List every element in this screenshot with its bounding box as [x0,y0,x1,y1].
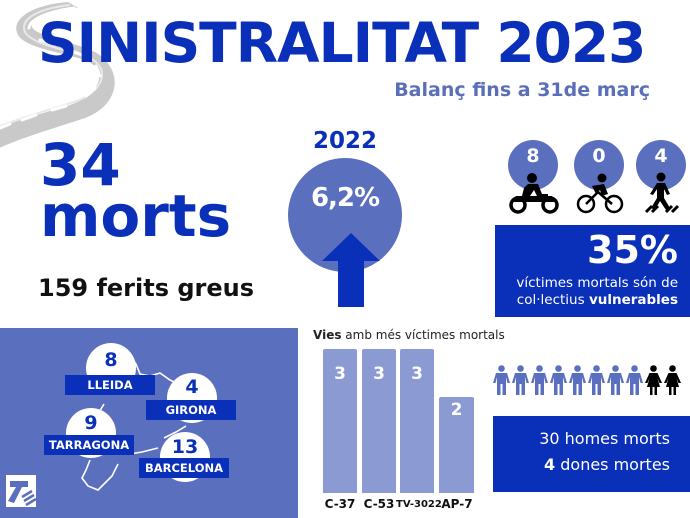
man-icon [607,365,624,395]
tarragona-label: TARRAGONA [44,435,134,455]
barcelona-label: BARCELONA [139,458,229,478]
man-icon [550,365,567,395]
man-icon [569,365,586,395]
logo-icon [6,475,36,507]
province-map-panel: 8 LLEIDA 4 GIRONA 9 TARRAGONA 13 BARCELO… [0,328,298,518]
gender-panel: 30 homes morts 4 dones mortes [493,416,690,492]
bar-ap7-label: AP-7 [441,497,473,511]
men-deaths: 30 homes morts [539,429,670,448]
vulnerable-percent: 35% [587,228,678,272]
pedestrian-count: 4 [654,145,668,167]
bar-tv3022-label: TV-3022 [396,499,442,510]
bar-c37-label: C-37 [324,497,356,511]
bar-c37 [323,349,357,493]
comparison-year: 2022 [313,128,378,154]
vulnerable-line2-prefix: col·lectius [516,292,589,309]
catalonia-outline [81,355,215,491]
girona-label: GIRONA [146,400,236,420]
roads-title-rest: amb més víctimes mortals [341,328,505,342]
women-text: dones mortes [555,455,670,474]
women-deaths: 4 dones mortes [544,455,670,474]
deaths-number: 34 [40,131,121,199]
vulnerable-line2-bold: vulnerables [588,292,678,309]
bar-c53 [362,349,396,493]
barcelona-count: 13 [171,436,199,458]
man-icon [512,365,529,395]
change-percent: 6,2% [310,183,380,213]
woman-icon [645,365,662,395]
pedestrian-icon [644,172,680,214]
total-deaths: 34 morts [40,131,232,251]
bicycle-circle [574,140,624,190]
tarragona-count: 9 [84,412,98,434]
bar-tv3022 [400,349,434,493]
roads-chart-title: Vies amb més víctimes mortals [313,328,505,342]
girona-count: 4 [185,376,199,398]
man-icon [626,365,643,395]
woman-icon [664,365,681,395]
vulnerable-users-panel [495,225,690,317]
motorcycle-icon [509,173,559,214]
man-icon [588,365,605,395]
serious-injuries: 159 ferits greus [38,274,255,302]
deaths-label: morts [40,182,232,251]
motorcycle-count: 8 [526,145,540,167]
bar-c53-value: 3 [373,364,385,384]
women-count: 4 [544,455,556,474]
gender-pictogram [493,365,681,395]
lleida-label: LLEIDA [65,375,155,395]
road-decoration [0,2,115,148]
bar-c37-value: 3 [334,364,346,384]
vulnerable-line1: víctimes mortals són de [516,275,678,291]
pedestrian-circle [636,140,686,190]
bar-tv3022-value: 3 [411,364,423,384]
lleida-count: 8 [104,349,118,371]
up-arrow-icon [322,233,380,307]
bicycle-count: 0 [592,145,606,167]
page-title: SINISTRALITAT 2023 [38,11,646,75]
bar-ap7 [439,397,474,493]
man-icon [493,365,510,395]
bicycle-icon [576,173,624,214]
vulnerable-description: víctimes mortals són de col·lectius vuln… [516,275,678,310]
page-subtitle: Balanç fins a 31de març [394,79,650,101]
roads-title-bold: Vies [313,328,342,342]
bar-ap7-value: 2 [450,400,463,420]
bar-c53-label: C-53 [363,497,395,511]
man-icon [531,365,548,395]
